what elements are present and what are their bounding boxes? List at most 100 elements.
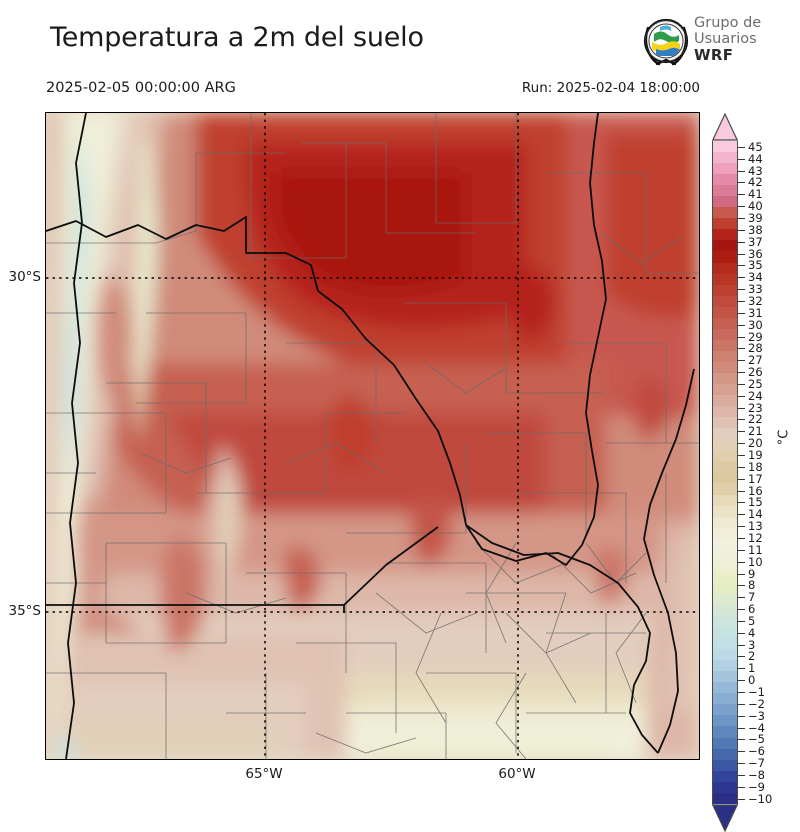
colorbar-tick-label: 20 bbox=[748, 436, 763, 451]
colorbar-tick-label: 19 bbox=[748, 448, 763, 463]
colorbar-swatch bbox=[712, 306, 738, 318]
colorbar-tick-mark bbox=[738, 455, 745, 457]
colorbar-tick-mark bbox=[738, 466, 745, 468]
colorbar-tick-mark bbox=[738, 585, 745, 587]
colorbar-tick-mark bbox=[738, 798, 745, 800]
colorbar-tick-label: 42 bbox=[748, 175, 763, 190]
colorbar-tick-mark bbox=[738, 170, 745, 172]
colorbar-tick-mark bbox=[738, 644, 745, 646]
colorbar-swatch bbox=[712, 560, 738, 572]
colorbar-swatch bbox=[712, 483, 738, 495]
colorbar-tick-mark bbox=[738, 419, 745, 421]
colorbar-tick-label: 12 bbox=[748, 530, 763, 545]
logo-line-2: Usuarios bbox=[694, 30, 757, 47]
colorbar-tick-label: 41 bbox=[748, 187, 763, 202]
colorbar-tick-mark bbox=[738, 443, 745, 445]
colorbar-swatch bbox=[712, 726, 738, 738]
colorbar-tick-label: 6 bbox=[748, 602, 756, 617]
colorbar-tick-mark bbox=[738, 715, 745, 717]
colorbar-swatch bbox=[712, 748, 738, 760]
colorbar-tick-label: 44 bbox=[748, 151, 763, 166]
colorbar-tick-label: 26 bbox=[748, 365, 763, 380]
colorbar-swatch bbox=[712, 627, 738, 639]
colorbar-tick-label: 18 bbox=[748, 459, 763, 474]
colorbar-tick-mark bbox=[738, 146, 745, 148]
colorbar-swatch bbox=[712, 549, 738, 561]
colorbar-swatch bbox=[712, 770, 738, 782]
lat-tick-35S: 35°S bbox=[8, 603, 42, 619]
colorbar-tick-mark bbox=[738, 692, 745, 694]
colorbar-tick-mark bbox=[738, 289, 745, 291]
colorbar-swatch bbox=[712, 395, 738, 407]
colorbar-tick-mark bbox=[738, 395, 745, 397]
colorbar-tick-label: 15 bbox=[748, 495, 763, 510]
wrf-globe-emblem-icon bbox=[643, 18, 689, 66]
colorbar-under-arrow bbox=[712, 803, 738, 832]
colorbar-tick-mark bbox=[738, 182, 745, 184]
colorbar-tick-mark bbox=[738, 751, 745, 753]
colorbar-swatch bbox=[712, 737, 738, 749]
colorbar-tick-mark bbox=[738, 218, 745, 220]
colorbar[interactable]: 45 44 43 42 41 40 39 38 37 36 35 34 33 32 31 30 29 28 27 26… bbox=[712, 112, 800, 832]
temperature-map[interactable] bbox=[45, 112, 700, 760]
colorbar-tick-label: 37 bbox=[748, 234, 763, 249]
colorbar-tick-mark bbox=[738, 300, 745, 302]
colorbar-tick-label: 29 bbox=[748, 329, 763, 344]
colorbar-tick-label: 31 bbox=[748, 305, 763, 320]
colorbar-swatch bbox=[712, 339, 738, 351]
colorbar-gradient bbox=[712, 141, 738, 804]
colorbar-swatch bbox=[712, 671, 738, 683]
colorbar-tick-label: 30 bbox=[748, 317, 763, 332]
colorbar-tick-label: 28 bbox=[748, 341, 763, 356]
colorbar-tick-label: −2 bbox=[748, 696, 765, 711]
colorbar-tick-mark bbox=[738, 573, 745, 575]
colorbar-swatch bbox=[712, 328, 738, 340]
colorbar-tick-mark bbox=[738, 502, 745, 504]
colorbar-tick-mark bbox=[738, 229, 745, 231]
colorbar-tick-mark bbox=[738, 632, 745, 634]
colorbar-swatch bbox=[712, 196, 738, 208]
colorbar-swatch bbox=[712, 372, 738, 385]
colorbar-swatch bbox=[712, 240, 738, 252]
colorbar-tick-label: 16 bbox=[748, 483, 763, 498]
colorbar-swatch bbox=[712, 792, 738, 804]
colorbar-tick-label: 2 bbox=[748, 649, 756, 664]
logo-line-3: WRF bbox=[694, 46, 734, 65]
colorbar-swatch bbox=[712, 141, 738, 153]
colorbar-tick-mark bbox=[738, 620, 745, 622]
national-borders bbox=[46, 113, 695, 759]
page-title: Temperatura a 2m del suelo bbox=[50, 22, 424, 53]
graticule bbox=[46, 113, 699, 759]
colorbar-tick-label: 4 bbox=[748, 625, 756, 640]
colorbar-swatch bbox=[712, 361, 738, 373]
map-canvas bbox=[46, 113, 699, 759]
colorbar-swatch bbox=[712, 174, 738, 186]
colorbar-tick-mark bbox=[738, 727, 745, 729]
colorbar-swatch bbox=[712, 494, 738, 506]
colorbar-swatch bbox=[712, 505, 738, 517]
colorbar-tick-mark bbox=[738, 194, 745, 196]
colorbar-tick-label: 17 bbox=[748, 471, 763, 486]
colorbar-swatch bbox=[712, 582, 738, 594]
colorbar-swatch bbox=[712, 693, 738, 705]
colorbar-swatch bbox=[712, 638, 738, 650]
logo-line-1: Grupo de bbox=[694, 15, 762, 31]
colorbar-swatch bbox=[712, 704, 738, 716]
colorbar-tick-mark bbox=[738, 336, 745, 338]
colorbar-tick-label: 36 bbox=[748, 246, 763, 261]
colorbar-tick-mark bbox=[738, 490, 745, 492]
colorbar-tick-label: 38 bbox=[748, 222, 763, 237]
colorbar-swatch bbox=[712, 251, 738, 263]
colorbar-swatch bbox=[712, 273, 738, 285]
colorbar-tick-mark bbox=[738, 312, 745, 314]
colorbar-tick-label: 14 bbox=[748, 507, 763, 522]
colorbar-tick-mark bbox=[738, 668, 745, 670]
colorbar-tick-label: 25 bbox=[748, 376, 763, 391]
colorbar-tick-mark bbox=[738, 537, 745, 539]
colorbar-tick-label: 43 bbox=[748, 163, 763, 178]
logo-text: Grupo de Usuarios WRF bbox=[694, 15, 762, 65]
colorbar-swatch bbox=[712, 538, 738, 550]
colorbar-swatch bbox=[712, 604, 738, 617]
colorbar-tick-label: −3 bbox=[748, 708, 765, 723]
colorbar-tick-label: 5 bbox=[748, 613, 756, 628]
